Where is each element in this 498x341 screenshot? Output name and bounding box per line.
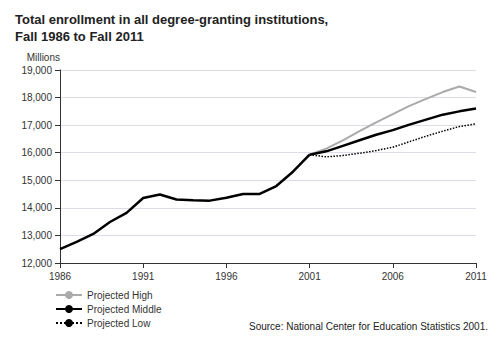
svg-text:Projected High: Projected High: [87, 290, 153, 301]
svg-text:1996: 1996: [215, 271, 238, 282]
svg-text:1986: 1986: [49, 271, 72, 282]
svg-text:2006: 2006: [382, 271, 405, 282]
svg-text:Millions: Millions: [27, 52, 60, 63]
svg-text:12,000: 12,000: [21, 258, 52, 269]
svg-text:18,000: 18,000: [21, 92, 52, 103]
svg-text:Fall 1986 to Fall 2011: Fall 1986 to Fall 2011: [15, 29, 144, 44]
svg-text:Source: National Center for Ed: Source: National Center for Education St…: [249, 321, 488, 332]
svg-text:15,000: 15,000: [21, 175, 52, 186]
svg-text:14,000: 14,000: [21, 202, 52, 213]
svg-text:Total enrollment in all degree: Total enrollment in all degree-granting …: [15, 12, 328, 27]
svg-text:2011: 2011: [465, 271, 487, 282]
svg-text:1991: 1991: [132, 271, 155, 282]
svg-text:Projected Middle: Projected Middle: [87, 304, 162, 315]
svg-text:13,000: 13,000: [21, 230, 52, 241]
svg-text:17,000: 17,000: [21, 120, 52, 131]
svg-text:16,000: 16,000: [21, 147, 52, 158]
svg-text:Projected Low: Projected Low: [87, 318, 151, 329]
svg-text:2001: 2001: [298, 271, 321, 282]
svg-text:19,000: 19,000: [21, 65, 52, 76]
